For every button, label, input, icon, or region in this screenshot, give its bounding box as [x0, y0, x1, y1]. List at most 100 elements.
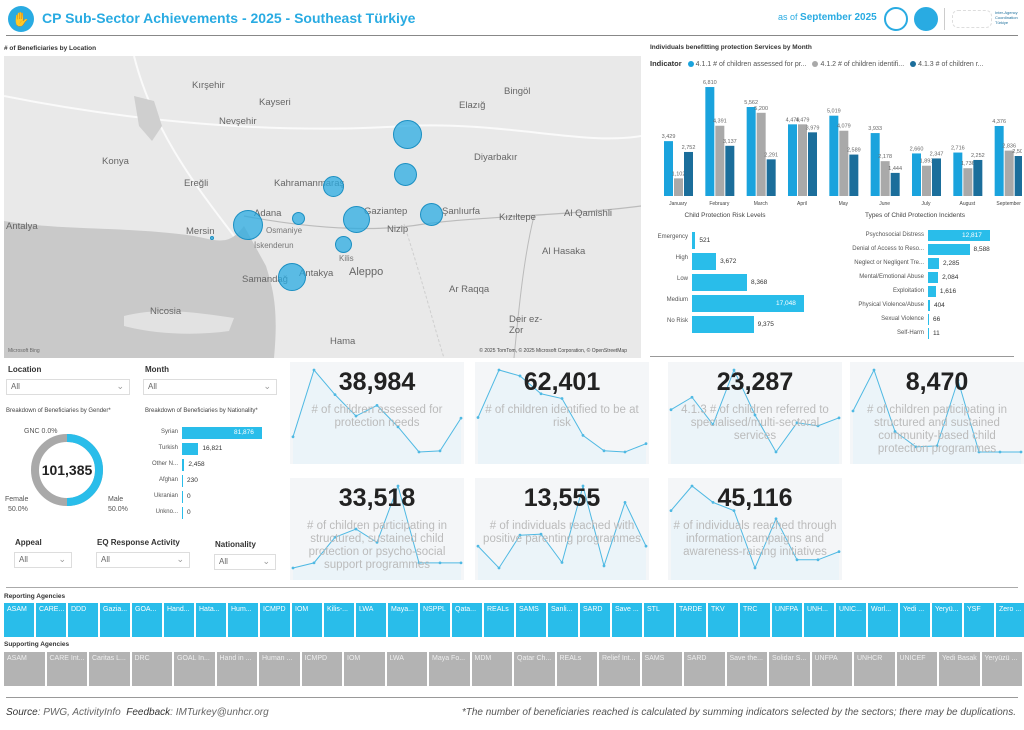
agency-tile[interactable]: UNICEF: [896, 652, 937, 686]
agency-tile[interactable]: Zero ...: [996, 603, 1024, 637]
location-bubble[interactable]: [278, 263, 306, 291]
agency-tile[interactable]: Sanli...: [548, 603, 578, 637]
bar[interactable]: [182, 507, 183, 519]
month-bar[interactable]: [674, 178, 683, 196]
bar[interactable]: [182, 427, 262, 439]
bar[interactable]: [928, 314, 929, 325]
agency-tile[interactable]: IOM: [292, 603, 322, 637]
agency-tile[interactable]: STL: [644, 603, 674, 637]
bar[interactable]: [928, 244, 970, 255]
agency-tile[interactable]: YSF: [964, 603, 994, 637]
agency-tile[interactable]: Hum...: [228, 603, 258, 637]
agency-tile[interactable]: UNHCR: [854, 652, 895, 686]
month-bar[interactable]: [849, 154, 859, 196]
agency-tile[interactable]: CARE...: [36, 603, 66, 637]
agency-tile[interactable]: Yeryü...: [932, 603, 962, 637]
month-bar[interactable]: [870, 133, 880, 196]
month-bar[interactable]: [963, 168, 973, 196]
month-bar[interactable]: [973, 159, 983, 196]
location-bubble[interactable]: [393, 120, 422, 149]
feedback-email[interactable]: : IMTurkey@unhcr.org: [170, 707, 269, 718]
agency-tile[interactable]: REALs: [556, 652, 597, 686]
bar[interactable]: [928, 258, 940, 269]
month-bar[interactable]: [829, 115, 839, 196]
month-bar[interactable]: [890, 172, 900, 196]
agency-tile[interactable]: Qatar Ch...: [514, 652, 555, 686]
agency-tile[interactable]: GOA...: [132, 603, 162, 637]
bar[interactable]: [928, 300, 930, 311]
agency-tile[interactable]: Hand...: [164, 603, 194, 637]
month-bar[interactable]: [725, 145, 735, 196]
location-bubble[interactable]: [343, 206, 370, 233]
month-bar[interactable]: [994, 125, 1004, 196]
kpi-card[interactable]: 33,518 # of children participating in str…: [290, 478, 464, 580]
agency-tile[interactable]: LWA: [386, 652, 427, 686]
nationality-filter[interactable]: All ⌄: [214, 554, 276, 570]
map-attribution[interactable]: © 2025 TomTom, © 2025 Microsoft Corporat…: [479, 348, 627, 354]
agency-tile[interactable]: SARD: [580, 603, 610, 637]
month-bar[interactable]: [798, 124, 807, 196]
month-bar[interactable]: [756, 112, 766, 196]
bar[interactable]: [692, 253, 717, 270]
month-bar[interactable]: [839, 130, 849, 196]
month-bar[interactable]: [912, 153, 921, 196]
location-bubble[interactable]: [335, 236, 352, 253]
kpi-card[interactable]: 13,555 # of individuals reached with posi…: [475, 478, 649, 580]
bar[interactable]: [692, 316, 754, 333]
bar[interactable]: [928, 272, 939, 283]
location-bubble[interactable]: [394, 163, 417, 186]
bar[interactable]: [692, 274, 747, 291]
agency-tile[interactable]: DRC: [131, 652, 172, 686]
month-bar[interactable]: [922, 165, 931, 196]
month-bar[interactable]: [880, 161, 890, 196]
agency-tile[interactable]: UNIC...: [836, 603, 866, 637]
month-bar[interactable]: [1014, 156, 1022, 196]
agency-tile[interactable]: Maya Fo...: [429, 652, 470, 686]
agency-tile[interactable]: Gazia...: [100, 603, 130, 637]
bar[interactable]: [692, 295, 804, 312]
agency-tile[interactable]: Hand in ...: [216, 652, 257, 686]
agency-tile[interactable]: GOAL In...: [174, 652, 215, 686]
agency-tile[interactable]: ASAM: [4, 603, 34, 637]
kpi-card[interactable]: 45,116 # of individuals reached through i…: [668, 478, 842, 580]
location-bubble[interactable]: [292, 212, 305, 225]
agency-tile[interactable]: TRC: [740, 603, 770, 637]
agency-tile[interactable]: SAMS: [641, 652, 682, 686]
month-bar[interactable]: [766, 159, 776, 196]
agency-tile[interactable]: ICMPD: [260, 603, 290, 637]
agency-tile[interactable]: Qata...: [452, 603, 482, 637]
bar[interactable]: [692, 232, 696, 249]
agency-tile[interactable]: Kilis-...: [324, 603, 354, 637]
agency-tile[interactable]: TARDE: [676, 603, 706, 637]
agency-tile[interactable]: LWA: [356, 603, 386, 637]
agency-tile[interactable]: ASAM: [4, 652, 45, 686]
agency-tile[interactable]: UNFPA: [811, 652, 852, 686]
month-bar[interactable]: [705, 87, 715, 196]
legend-item[interactable]: 4.1.3 # of children r...: [918, 61, 984, 68]
agency-tile[interactable]: Solidar S...: [769, 652, 810, 686]
bar[interactable]: [182, 491, 183, 503]
location-bubble[interactable]: [323, 176, 344, 197]
month-filter[interactable]: All ⌄: [143, 379, 277, 395]
agency-tile[interactable]: SARD: [684, 652, 725, 686]
bar[interactable]: [182, 459, 185, 471]
agency-tile[interactable]: Save the...: [726, 652, 767, 686]
agency-tile[interactable]: Yedi ...: [900, 603, 930, 637]
agency-tile[interactable]: Caritas L...: [89, 652, 130, 686]
legend-item[interactable]: 4.1.2 # of children identifi...: [820, 61, 905, 68]
legend-item[interactable]: 4.1.1 # of children assessed for pr...: [695, 61, 807, 68]
month-bar[interactable]: [715, 125, 725, 196]
agency-tile[interactable]: IOM: [344, 652, 385, 686]
agency-tile[interactable]: TKV: [708, 603, 738, 637]
agency-tile[interactable]: UNFPA: [772, 603, 802, 637]
bar[interactable]: [182, 443, 199, 455]
agency-tile[interactable]: UNH...: [804, 603, 834, 637]
location-bubble[interactable]: [420, 203, 443, 226]
kpi-card[interactable]: 38,984 # of children assessed for protect…: [290, 362, 464, 464]
agency-tile[interactable]: Worl...: [868, 603, 898, 637]
agency-tile[interactable]: Maya...: [388, 603, 418, 637]
agency-tile[interactable]: Relief Int...: [599, 652, 640, 686]
kpi-card[interactable]: 23,287 4.1.3 # of children referred to sp…: [668, 362, 842, 464]
month-bar[interactable]: [808, 132, 817, 196]
beneficiaries-map[interactable]: Kırşehir Kayseri Nevşehir Konya Ereğli K…: [4, 56, 641, 358]
